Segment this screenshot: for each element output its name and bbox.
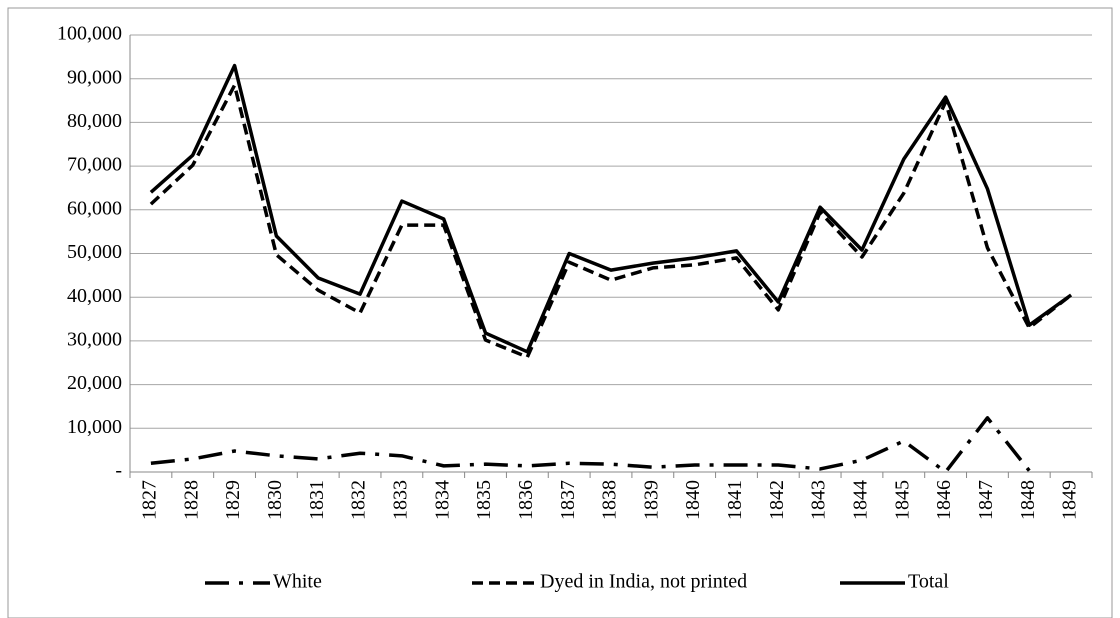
y-tick-label: 50,000 [67,241,122,263]
x-tick-label: 1838 [599,480,621,520]
x-tick-label: 1827 [139,480,161,520]
series-line [150,416,1031,474]
x-tick-label: 1840 [682,480,704,520]
x-tick-label: 1849 [1059,480,1081,520]
x-tick-label: 1828 [180,480,202,520]
x-tick-label: 1836 [515,480,537,520]
x-tick-label: 1844 [850,480,872,520]
x-tick-label: 1842 [766,480,788,520]
legend-label: Total [908,571,949,593]
x-tick-label: 1841 [724,480,746,520]
x-tick-label: 1831 [306,480,328,520]
x-tick-label: 1846 [933,480,955,520]
legend-label: White [273,571,322,593]
y-tick-label: 70,000 [67,154,122,176]
y-tick-label: 10,000 [67,416,122,438]
series-line [149,63,1073,354]
series-line [149,83,1073,359]
x-tick-label: 1839 [640,480,662,520]
x-tick-label: 1837 [557,480,579,520]
y-tick-label: 60,000 [67,197,122,219]
x-tick-label: 1832 [348,480,370,520]
y-tick-label: 80,000 [67,110,122,132]
y-tick-label: - [115,460,122,482]
x-tick-label: 1830 [264,480,286,520]
x-tick-label: 1848 [1017,480,1039,520]
x-tick-label: 1833 [389,480,411,520]
x-tick-label: 1845 [891,480,913,520]
chart-frame [7,7,1113,618]
x-tick-label: 1847 [975,480,997,520]
y-tick-label: 30,000 [67,328,122,350]
legend-label: Dyed in India, not printed [540,571,747,593]
y-tick-label: 100,000 [57,23,122,45]
x-tick-label: 1843 [808,480,830,520]
x-tick-label: 1834 [431,480,453,520]
x-tick-label: 1829 [222,480,244,520]
x-tick-label: 1835 [473,480,495,520]
y-tick-label: 20,000 [67,372,122,394]
y-tick-label: 40,000 [67,285,122,307]
y-tick-label: 90,000 [67,66,122,88]
